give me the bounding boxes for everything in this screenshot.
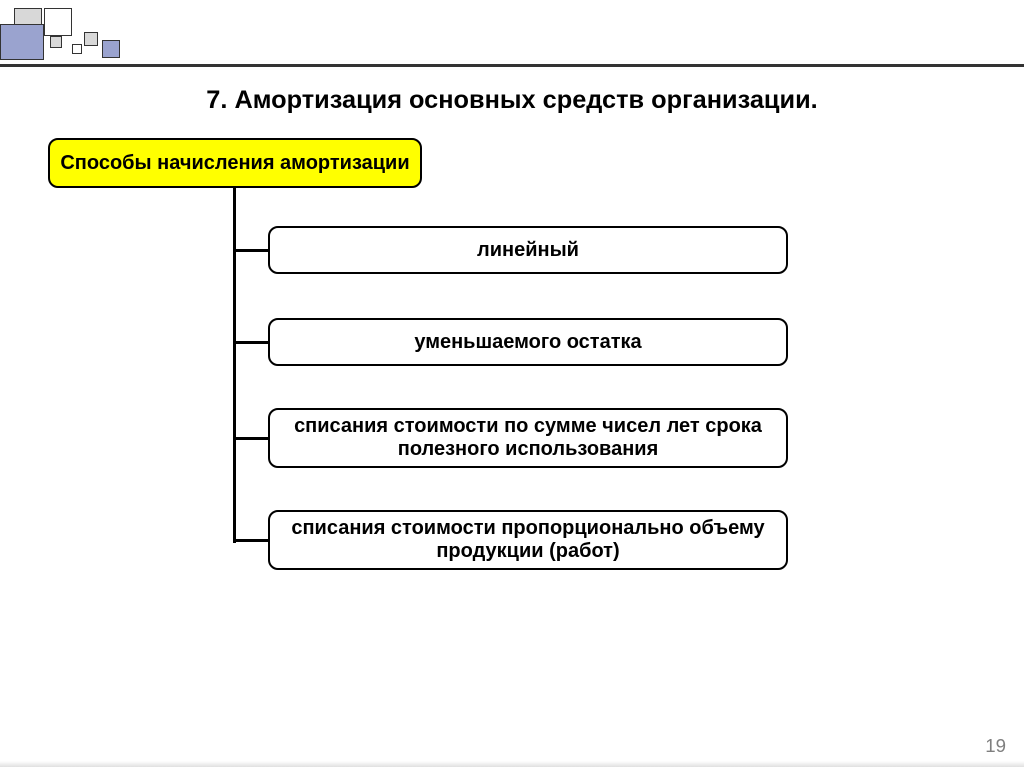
connector-branch (233, 341, 268, 344)
tree-child: списания стоимости по сумме чисел лет ср… (268, 408, 788, 468)
decor-square (44, 8, 72, 36)
bottom-shadow (0, 761, 1024, 767)
connector-branch (233, 249, 268, 252)
tree-child: уменьшаемого остатка (268, 318, 788, 366)
decor-square (0, 24, 44, 60)
decor-square (102, 40, 120, 58)
connector-branch (233, 539, 268, 542)
page-number: 19 (985, 735, 1006, 757)
decor-square (50, 36, 62, 48)
slide: 7. Амортизация основных средств организа… (0, 0, 1024, 767)
page-title: 7. Амортизация основных средств организа… (0, 86, 1024, 115)
decor-square (84, 32, 98, 46)
decor-square (72, 44, 82, 54)
corner-decor (0, 8, 130, 60)
top-rule (0, 64, 1024, 67)
tree-category: Способы начисления амортизации (48, 138, 422, 188)
connector-branch (233, 437, 268, 440)
tree-child: списания стоимости пропорционально объем… (268, 510, 788, 570)
tree-child: линейный (268, 226, 788, 274)
connector-trunk (233, 188, 236, 543)
